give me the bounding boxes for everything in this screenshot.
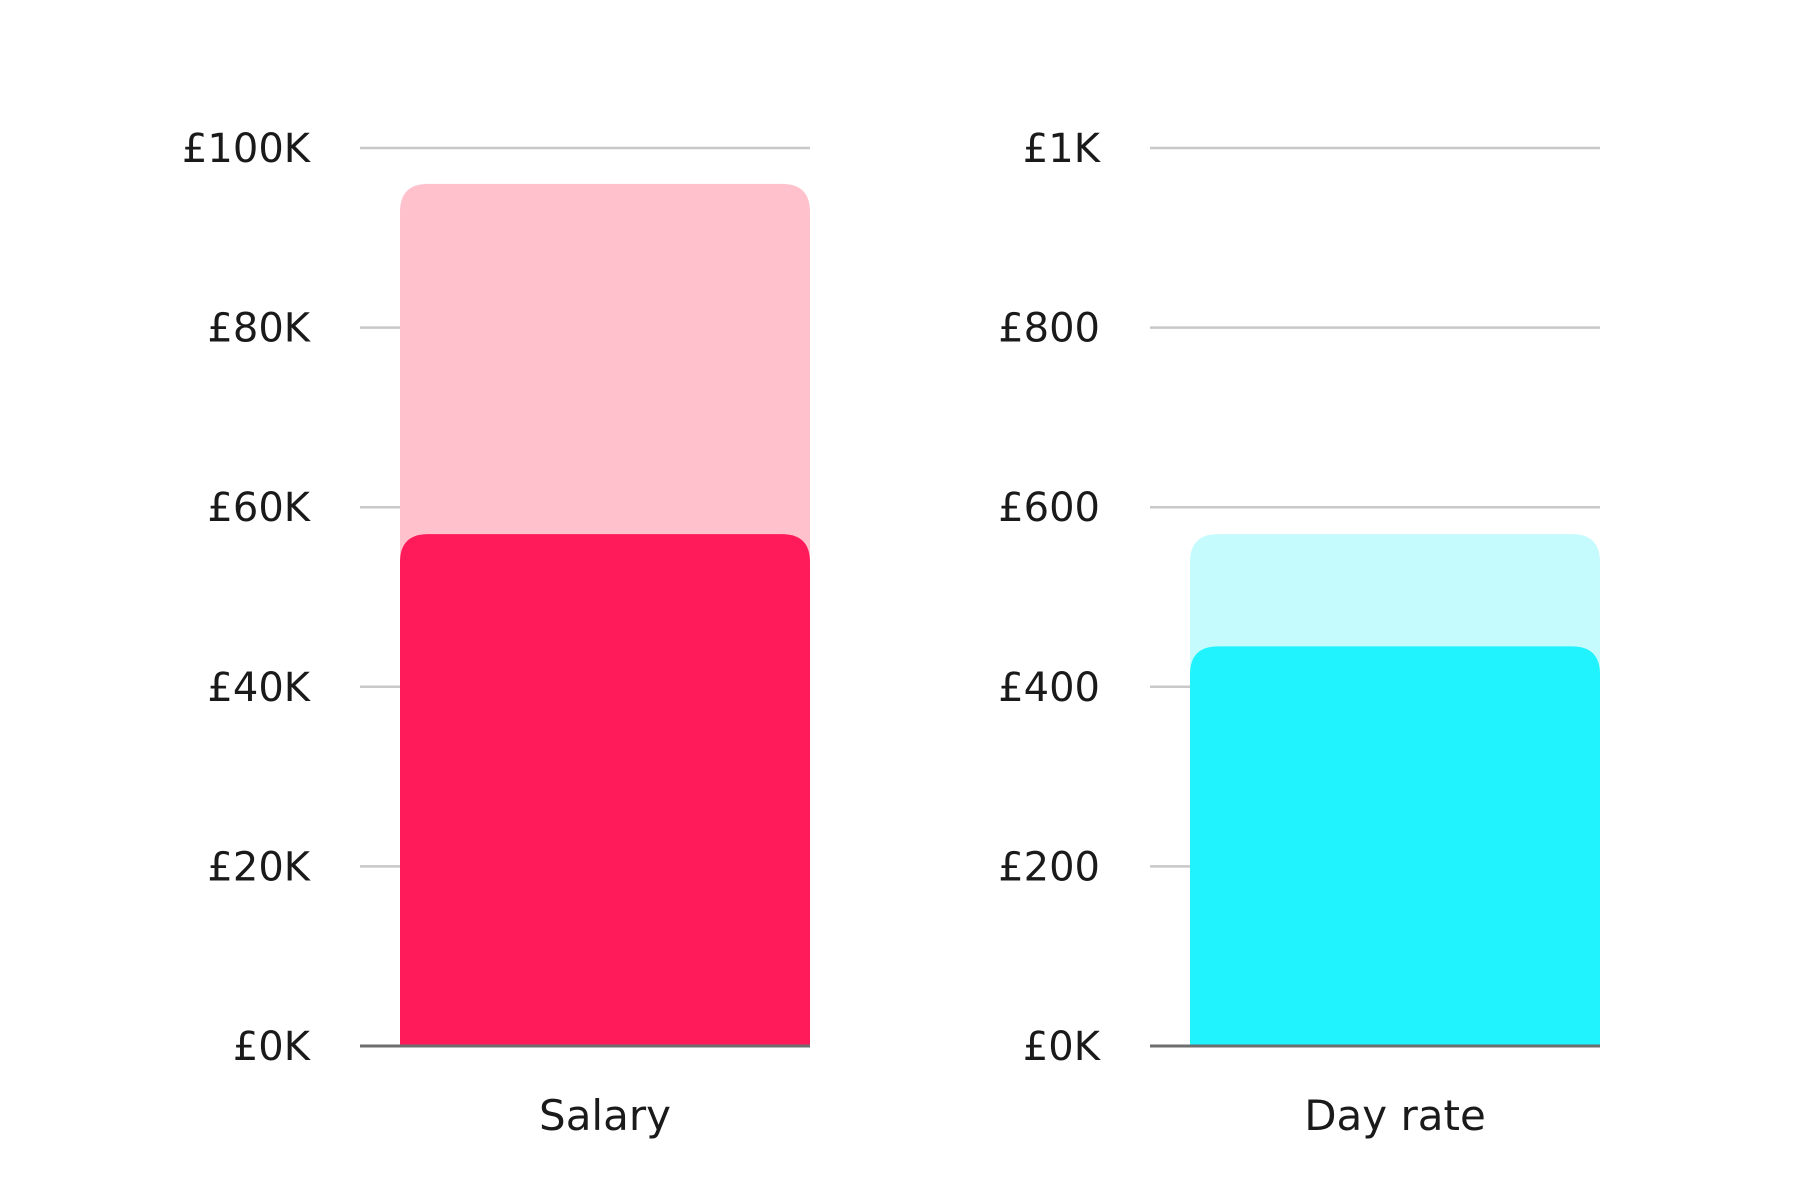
y-tick-label-0-1: £20K — [207, 844, 311, 890]
y-tick-label-0-5: £100K — [182, 126, 312, 172]
y-tick-label-0-0: £0K — [233, 1024, 312, 1070]
y-tick-label-1-5: £1K — [1023, 126, 1102, 172]
y-tick-label-1-4: £800 — [998, 306, 1100, 352]
y-tick-label-1-3: £600 — [998, 485, 1100, 531]
y-tick-label-0-2: £40K — [207, 665, 311, 711]
y-tick-label-1-2: £400 — [998, 665, 1100, 711]
bar-0-series-1 — [400, 534, 810, 1046]
y-tick-label-0-4: £80K — [207, 306, 311, 352]
x-category-label-1: Day rate — [1304, 1091, 1486, 1140]
y-tick-label-1-0: £0K — [1023, 1024, 1102, 1070]
bar-1-series-1 — [1190, 646, 1600, 1046]
y-tick-label-1-1: £200 — [998, 844, 1100, 890]
x-category-label-0: Salary — [539, 1091, 671, 1140]
y-tick-label-0-3: £60K — [207, 485, 311, 531]
